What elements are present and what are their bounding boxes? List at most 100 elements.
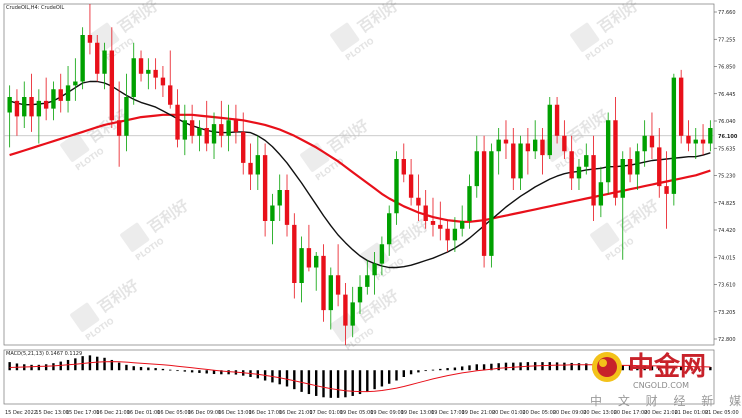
macd-histogram-bar xyxy=(585,363,588,371)
macd-histogram-bar xyxy=(176,370,179,372)
candle-body xyxy=(503,139,509,144)
candles xyxy=(7,4,713,345)
macd-histogram-bar xyxy=(424,370,427,372)
cngold-logo-icon-dot xyxy=(599,359,607,367)
macd-histogram-bar xyxy=(117,362,121,371)
macd-histogram-bar xyxy=(278,370,281,385)
candle-body xyxy=(598,182,604,206)
candle-body xyxy=(65,85,71,101)
price-tick-label: 73.610 xyxy=(718,283,736,289)
candle-body xyxy=(343,294,348,326)
candle-body xyxy=(584,155,589,167)
watermark-emblem xyxy=(70,302,100,332)
macd-histogram-bar xyxy=(665,366,668,371)
candle-body xyxy=(43,100,49,109)
indicator-label: MACD(5,21,13) 0.1467 0.1129 xyxy=(6,351,82,357)
macd-histogram-bar xyxy=(577,363,581,371)
candle-body xyxy=(657,147,662,187)
price-tick-label: 73.205 xyxy=(718,310,736,316)
candle-body xyxy=(649,135,655,148)
time-tick-label: 19 Dec 13:00 xyxy=(401,410,435,416)
time-tick-label: 19 Dec 05:00 xyxy=(340,410,374,416)
candle-body xyxy=(365,275,370,287)
candle-body xyxy=(496,139,501,152)
macd-histogram-bar xyxy=(198,370,201,373)
macd-histogram-bar xyxy=(563,362,566,371)
candle-body xyxy=(401,159,406,175)
candle-body xyxy=(80,35,85,82)
watermark-brand-cn: 百利好 xyxy=(355,0,402,37)
candle-body xyxy=(467,186,472,221)
macd-histogram-bar xyxy=(293,370,296,390)
candle-body xyxy=(241,131,246,163)
time-tick-label: 19 Dec 21:00 xyxy=(462,410,496,416)
candle-body xyxy=(700,139,706,144)
macd-histogram-bar xyxy=(555,362,559,371)
candle-body xyxy=(540,139,545,156)
watermark-brand-cn: 百利好 xyxy=(95,276,142,317)
macd-histogram-bar xyxy=(96,356,99,371)
candle-body xyxy=(7,97,12,113)
macd-histogram-bar xyxy=(336,370,340,398)
candle-body xyxy=(459,221,465,229)
time-tick-label: 15 Dec 13:00 xyxy=(35,410,69,416)
macd-histogram-bar xyxy=(322,370,325,398)
candle-body xyxy=(284,190,290,225)
candle-body xyxy=(109,50,115,121)
candle-body xyxy=(635,151,640,175)
macd-histogram-bar xyxy=(694,366,697,371)
grid-layer xyxy=(3,3,715,405)
time-tick-label: 19 Dec 09:00 xyxy=(370,410,404,416)
candle-body xyxy=(248,162,253,175)
macd-histogram-bar xyxy=(285,370,289,387)
macd-histogram-bar xyxy=(132,366,135,371)
time-tick-label: 20 Dec 09:00 xyxy=(553,410,587,416)
macd-histogram-bar xyxy=(468,365,471,371)
macd-histogram-bar xyxy=(161,368,165,371)
time-tick-label: 15 Dec 17:00 xyxy=(66,410,100,416)
macd-histogram-bar xyxy=(344,370,347,398)
candle-body xyxy=(102,50,107,74)
time-tick-label: 16 Dec 21:00 xyxy=(96,410,130,416)
macd-histogram-bar xyxy=(504,362,508,371)
candle-body xyxy=(87,35,93,43)
price-tick-label: 72.800 xyxy=(718,337,736,343)
candle-body xyxy=(153,69,158,78)
watermark-emblem xyxy=(120,222,150,252)
macd-histogram-bar xyxy=(315,370,318,396)
candle-body xyxy=(314,255,319,268)
macd-histogram-bar xyxy=(431,369,435,371)
candle-body xyxy=(335,275,341,295)
macd-histogram-bar xyxy=(453,367,457,371)
watermark-brand-cn: 百利好 xyxy=(115,0,162,37)
candle-body xyxy=(678,77,684,136)
candle-body xyxy=(270,205,275,221)
macd-histogram-bar xyxy=(541,362,544,371)
macd-histogram-bar xyxy=(628,365,632,371)
watermark-emblem xyxy=(570,22,600,52)
candle-body xyxy=(124,97,129,136)
chart-title: CrudeOIL,H4: CrudeOIL xyxy=(6,5,64,11)
candle-body xyxy=(664,186,669,194)
time-tick-label: 16 Dec 13:00 xyxy=(218,410,252,416)
macd-histogram-bar xyxy=(497,363,500,371)
macd-histogram-bar xyxy=(439,368,442,371)
candle-body xyxy=(357,286,363,303)
price-tick-label: 75.635 xyxy=(718,146,736,152)
candle-body xyxy=(160,77,166,86)
macd-histogram-bar xyxy=(169,369,172,371)
macd-histogram-bar xyxy=(672,366,676,371)
price-tick-label: 74.420 xyxy=(718,228,736,234)
time-tick-label: 20 Dec 21:00 xyxy=(644,410,678,416)
macd-histogram-bar xyxy=(658,366,661,371)
macd-histogram-bar xyxy=(650,366,654,371)
candle-body xyxy=(532,139,538,152)
cngold-logo: 中金网 CNGOLD.COM 中 文 财 经 新 媒 体 xyxy=(590,351,742,408)
macd-histogram-bar xyxy=(395,370,398,381)
macd-histogram-bar xyxy=(110,359,114,371)
candle-body xyxy=(262,155,268,221)
